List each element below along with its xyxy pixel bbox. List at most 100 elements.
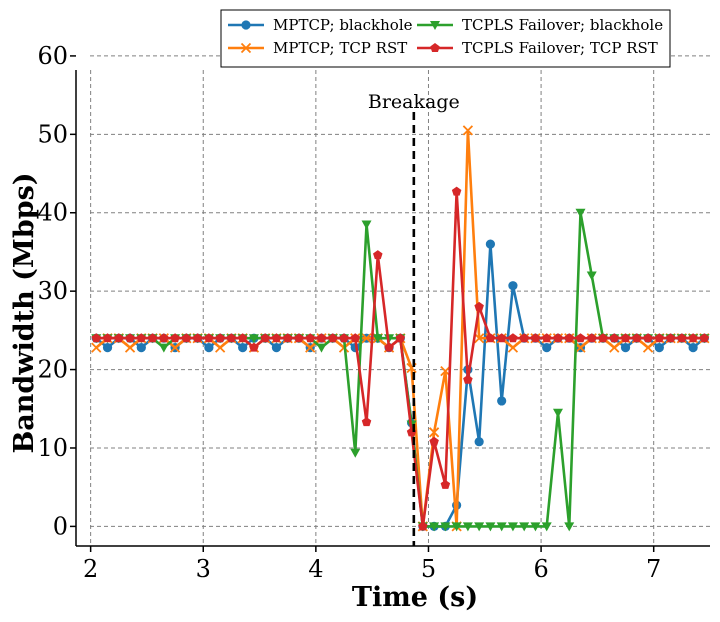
data-point <box>474 437 484 447</box>
data-point <box>102 333 113 343</box>
data-point <box>395 333 406 343</box>
legend-label: TCPLS Failover; blackhole <box>462 16 663 34</box>
data-point <box>474 301 484 311</box>
data-point <box>192 333 203 343</box>
legend-label: MPTCP; TCP RST <box>273 39 407 57</box>
data-point <box>159 333 169 343</box>
data-point <box>215 333 225 343</box>
data-point <box>508 333 518 343</box>
legend-box <box>220 9 671 68</box>
data-point <box>620 343 631 353</box>
x-tick-label: 4 <box>308 555 323 583</box>
data-point <box>238 343 248 353</box>
data-point <box>271 333 282 343</box>
data-point <box>496 333 507 343</box>
y-tick-label: 60 <box>37 42 68 70</box>
data-point <box>688 343 698 353</box>
data-point <box>541 522 552 532</box>
legend-entry: TCPLS Failover; TCP RST <box>417 39 658 57</box>
data-point <box>237 333 248 343</box>
data-point <box>158 343 169 353</box>
data-point <box>507 522 518 532</box>
data-point <box>373 250 383 260</box>
data-point <box>497 396 507 406</box>
data-point <box>643 333 653 343</box>
data-point <box>632 333 642 343</box>
data-point <box>124 342 136 353</box>
data-point <box>204 333 214 343</box>
data-point <box>384 342 394 352</box>
legend-entry: MPTCP; TCP RST <box>228 39 407 57</box>
data-point <box>575 333 586 343</box>
data-point <box>316 343 327 353</box>
data-point <box>564 333 574 343</box>
data-point <box>587 333 597 343</box>
series-line <box>95 129 705 528</box>
data-point <box>125 333 135 343</box>
data-point <box>609 342 620 353</box>
data-point <box>282 333 293 343</box>
data-point <box>586 271 597 281</box>
data-point <box>665 333 676 343</box>
data-point <box>316 333 327 343</box>
data-point <box>575 342 586 353</box>
data-point <box>496 522 507 532</box>
data-point <box>181 333 192 343</box>
data-point <box>519 522 530 532</box>
data-point <box>519 333 529 343</box>
series-2 <box>91 125 710 532</box>
x-tick-label: 2 <box>83 555 98 583</box>
data-point <box>575 208 586 218</box>
x-axis-label: Time (s) <box>352 582 478 613</box>
series-4 <box>91 186 710 531</box>
data-point <box>350 333 361 343</box>
x-tick-label: 7 <box>646 555 661 583</box>
data-point <box>530 522 541 532</box>
data-point <box>485 333 496 343</box>
data-point <box>462 125 474 136</box>
data-point <box>114 333 124 343</box>
data-point <box>91 333 102 343</box>
data-point <box>688 333 698 343</box>
data-point <box>553 333 563 343</box>
data-point <box>305 333 315 343</box>
y-tick-label: 20 <box>37 356 68 384</box>
y-tick-label: 30 <box>37 277 68 305</box>
data-point <box>451 522 462 532</box>
legend-marker <box>430 21 440 30</box>
data-point <box>271 343 282 353</box>
data-point <box>294 333 304 343</box>
legend-entry: TCPLS Failover; blackhole <box>417 16 663 34</box>
legend-label: TCPLS Failover; TCP RST <box>462 39 658 57</box>
data-point <box>91 342 102 353</box>
data-point <box>361 333 372 344</box>
data-point <box>248 334 259 344</box>
data-point <box>170 333 180 343</box>
data-point <box>418 521 428 531</box>
annotation-layer: Breakage <box>368 91 460 546</box>
y-tick-label: 50 <box>37 120 68 148</box>
data-point <box>462 522 473 532</box>
breakage-label: Breakage <box>368 91 460 113</box>
x-tick-label: 5 <box>421 555 436 583</box>
data-point <box>485 522 496 532</box>
y-tick-label: 10 <box>37 434 68 462</box>
legend: MPTCP; blackhole MPTCP; TCP RST TCPLS Fail… <box>220 9 671 68</box>
data-point <box>440 522 451 532</box>
y-axis-label: Bandwidth (Mbps) <box>9 172 40 453</box>
data-point <box>508 281 518 291</box>
data-point <box>530 333 541 343</box>
tick-labels: 2 3 4 5 6 7 0 10 20 30 40 50 60 <box>37 42 661 583</box>
data-point <box>463 374 473 384</box>
data-point <box>361 220 372 230</box>
legend-marker <box>430 43 440 53</box>
data-point <box>226 333 237 343</box>
data-point <box>474 333 485 344</box>
legend-marker <box>240 42 252 54</box>
data-point <box>642 342 654 353</box>
data-point <box>429 522 440 532</box>
data-point <box>305 342 316 353</box>
axes <box>70 55 710 552</box>
data-point <box>204 343 214 353</box>
data-point <box>564 522 575 532</box>
